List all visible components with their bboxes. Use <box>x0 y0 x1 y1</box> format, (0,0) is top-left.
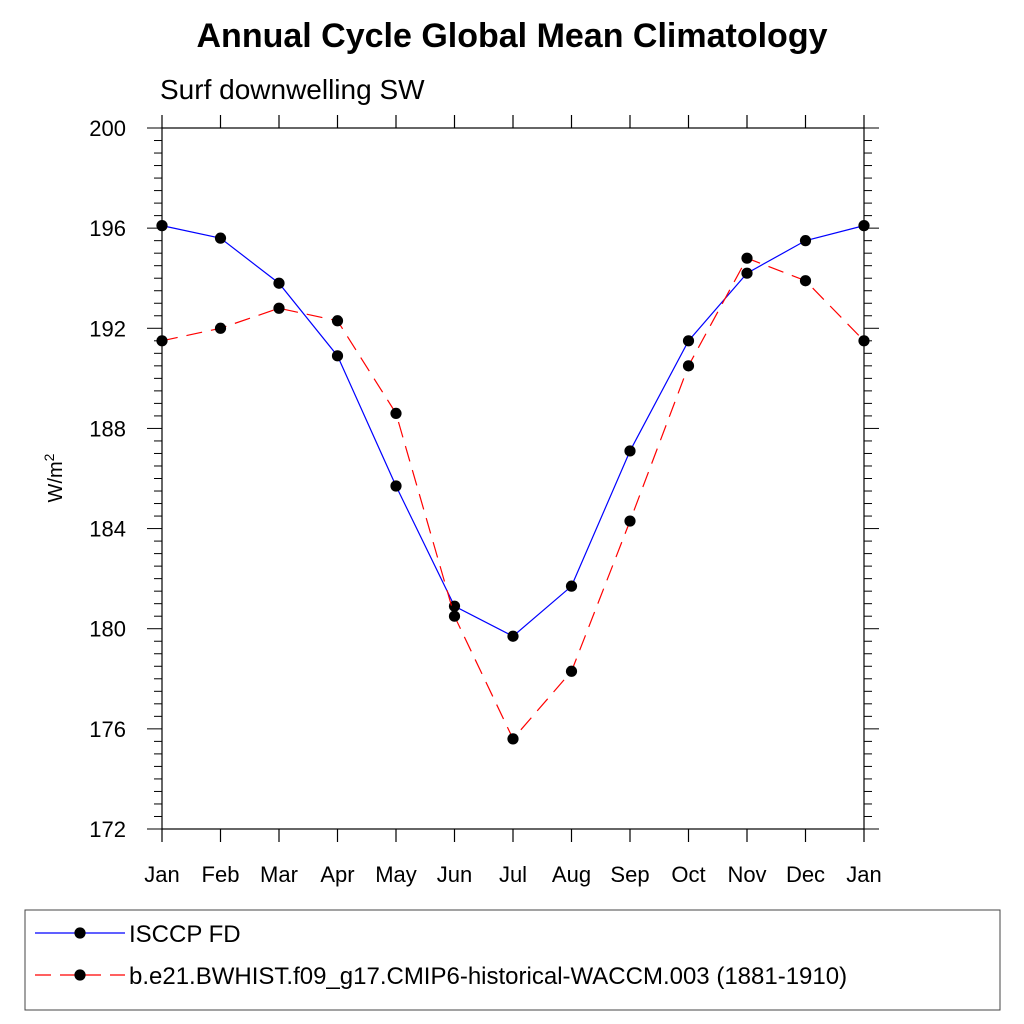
y-tick-labels: 172 176 180 184 188 192 196 200 <box>89 116 126 842</box>
data-point <box>273 277 285 289</box>
y-tick-label: 176 <box>89 717 126 742</box>
legend-label: b.e21.BWHIST.f09_g17.CMIP6-historical-WA… <box>129 963 847 990</box>
axis-ticks <box>147 115 879 842</box>
x-tick-label: Nov <box>727 862 766 887</box>
y-tick-label: 180 <box>89 617 126 642</box>
legend: ISCCP FD b.e21.BWHIST.f09_g17.CMIP6-histo… <box>35 921 847 990</box>
chart-title: Annual Cycle Global Mean Climatology <box>197 17 828 55</box>
y-tick-label: 196 <box>89 216 126 241</box>
y-axis-label: W/m2 <box>41 453 67 502</box>
data-point <box>741 267 753 279</box>
data-point <box>624 515 636 527</box>
data-point <box>507 630 519 642</box>
data-point <box>331 350 344 362</box>
data-point <box>741 252 753 264</box>
x-tick-label: Mar <box>260 862 298 887</box>
y-tick-label: 192 <box>89 316 126 341</box>
data-point <box>682 335 695 347</box>
data-point <box>448 600 461 612</box>
data-point <box>390 407 402 420</box>
y-tick-label: 184 <box>89 517 126 542</box>
x-tick-label: Jul <box>499 862 527 887</box>
x-tick-label: Apr <box>320 862 354 887</box>
y-tick-label: 188 <box>89 416 126 441</box>
data-point <box>682 360 695 372</box>
series-2 <box>156 252 870 745</box>
data-point <box>565 580 578 592</box>
data-point <box>214 232 227 244</box>
x-tick-label: Dec <box>786 862 825 887</box>
x-tick-label: Sep <box>610 862 649 887</box>
legend-box <box>24 909 1001 1011</box>
data-point <box>156 335 168 347</box>
data-point <box>390 480 402 492</box>
data-point <box>273 302 285 314</box>
data-point <box>507 733 519 745</box>
data-point <box>858 335 870 347</box>
legend-marker <box>74 969 86 981</box>
data-point <box>448 610 461 622</box>
data-point <box>799 275 812 287</box>
y-tick-label: 200 <box>89 116 126 141</box>
x-tick-label: Oct <box>671 862 705 887</box>
y-tick-label: 172 <box>89 817 126 842</box>
chart-subtitle: Surf downwelling SW <box>160 74 425 105</box>
data-point <box>624 445 636 457</box>
data-point <box>799 235 812 247</box>
data-point <box>156 220 168 232</box>
x-tick-label: Jun <box>437 862 472 887</box>
x-tick-label: Jan <box>144 862 179 887</box>
x-tick-label: Aug <box>552 862 591 887</box>
series-line <box>161 257 865 740</box>
series-1 <box>156 220 870 642</box>
series-line <box>161 225 865 637</box>
legend-marker <box>74 927 86 939</box>
x-tick-labels: Jan Feb Mar Apr May Jun Jul Aug Sep Oct Nov Dec Jan <box>144 862 881 887</box>
x-tick-label: May <box>375 862 417 887</box>
y-axis-label-superscript: 2 <box>41 453 57 461</box>
series-layer <box>156 220 870 745</box>
x-tick-label: Jan <box>846 862 881 887</box>
data-point <box>214 322 227 334</box>
data-point <box>858 220 870 232</box>
y-axis-label-text: W/m <box>45 461 67 502</box>
plot-frame <box>161 127 865 830</box>
x-tick-label: Feb <box>202 862 240 887</box>
legend-label: ISCCP FD <box>129 921 241 948</box>
data-point <box>565 665 578 677</box>
data-point <box>331 315 344 327</box>
